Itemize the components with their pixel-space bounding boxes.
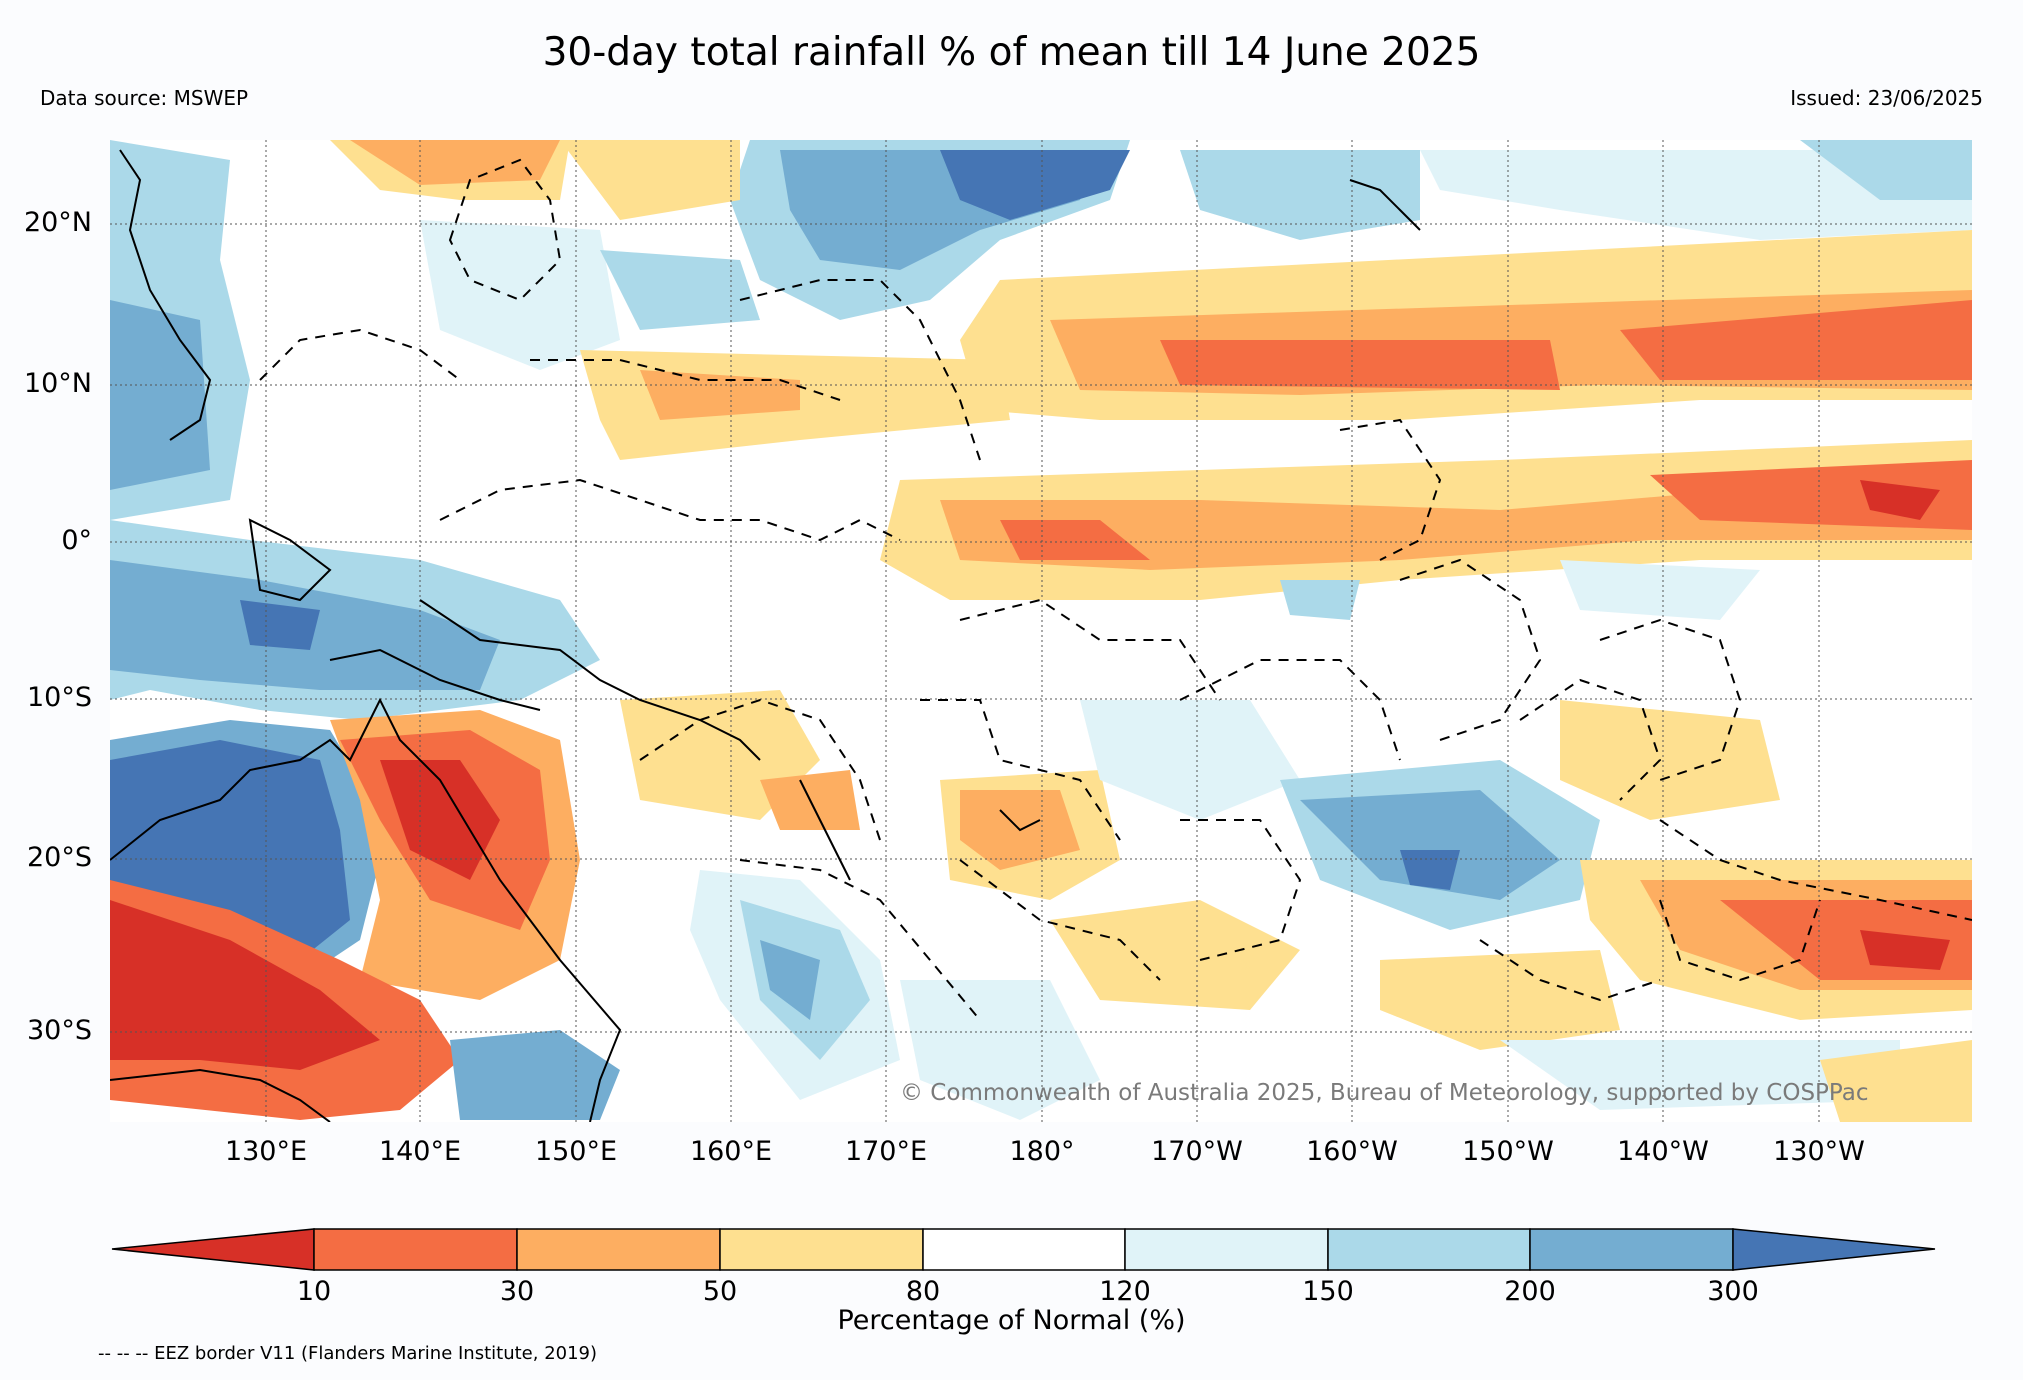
- lat-label: 10°S: [27, 682, 92, 713]
- lat-label: 10°N: [23, 368, 92, 399]
- colorbar-tick: 150: [1302, 1276, 1354, 1307]
- lon-label: 130°E: [224, 1136, 308, 1167]
- lon-label: 180°: [1009, 1136, 1075, 1167]
- lat-label: 20°N: [23, 207, 92, 238]
- colorbar-bin: [922, 1228, 1126, 1271]
- colorbar-bin: [1529, 1228, 1734, 1271]
- colorbar-bin: [516, 1228, 721, 1271]
- colorbar-tick: 80: [905, 1276, 941, 1307]
- colorbar-tick: 300: [1707, 1276, 1759, 1307]
- lon-label: 170°E: [844, 1136, 928, 1167]
- copyright-notice: © Commonwealth of Australia 2025, Bureau…: [900, 1080, 1869, 1106]
- lon-label: 160°E: [689, 1136, 773, 1167]
- colorbar: [111, 1228, 1936, 1271]
- colorbar-bin: [1327, 1228, 1531, 1271]
- lon-label: 160°W: [1306, 1136, 1398, 1167]
- colorbar-extend-low: [111, 1228, 315, 1271]
- colorbar-tick: 50: [702, 1276, 738, 1307]
- lat-label: 30°S: [27, 1015, 92, 1046]
- colorbar-tick: 200: [1504, 1276, 1556, 1307]
- coastlines: [110, 149, 1421, 1122]
- lon-label: 150°W: [1462, 1136, 1554, 1167]
- eez-legend-note: -- -- -- EEZ border V11 (Flanders Marine…: [98, 1343, 598, 1364]
- eez-borders: [259, 158, 1972, 1021]
- graticule: [110, 140, 1972, 1122]
- colorbar-bin: [1124, 1228, 1329, 1271]
- lat-label: 20°S: [27, 842, 92, 873]
- colorbar-tick: 30: [499, 1276, 535, 1307]
- colorbar-tick: 120: [1099, 1276, 1151, 1307]
- colorbar-extend-high: [1732, 1228, 1936, 1271]
- map-title: 30-day total rainfall % of mean till 14 …: [542, 30, 1481, 75]
- issued-date: Issued: 23/06/2025: [1790, 86, 1983, 110]
- lon-label: 130°W: [1773, 1136, 1865, 1167]
- data-source: Data source: MSWEP: [40, 86, 249, 110]
- colorbar-title: Percentage of Normal (%): [837, 1305, 1186, 1336]
- lon-label: 140°W: [1617, 1136, 1709, 1167]
- colorbar-bin: [719, 1228, 924, 1271]
- lon-label: 170°W: [1151, 1136, 1243, 1167]
- lon-label: 150°E: [534, 1136, 618, 1167]
- lon-label: 140°E: [378, 1136, 462, 1167]
- colorbar-tick: 10: [296, 1276, 332, 1307]
- lat-label: 0°: [61, 525, 92, 556]
- colorbar-bin: [313, 1228, 518, 1271]
